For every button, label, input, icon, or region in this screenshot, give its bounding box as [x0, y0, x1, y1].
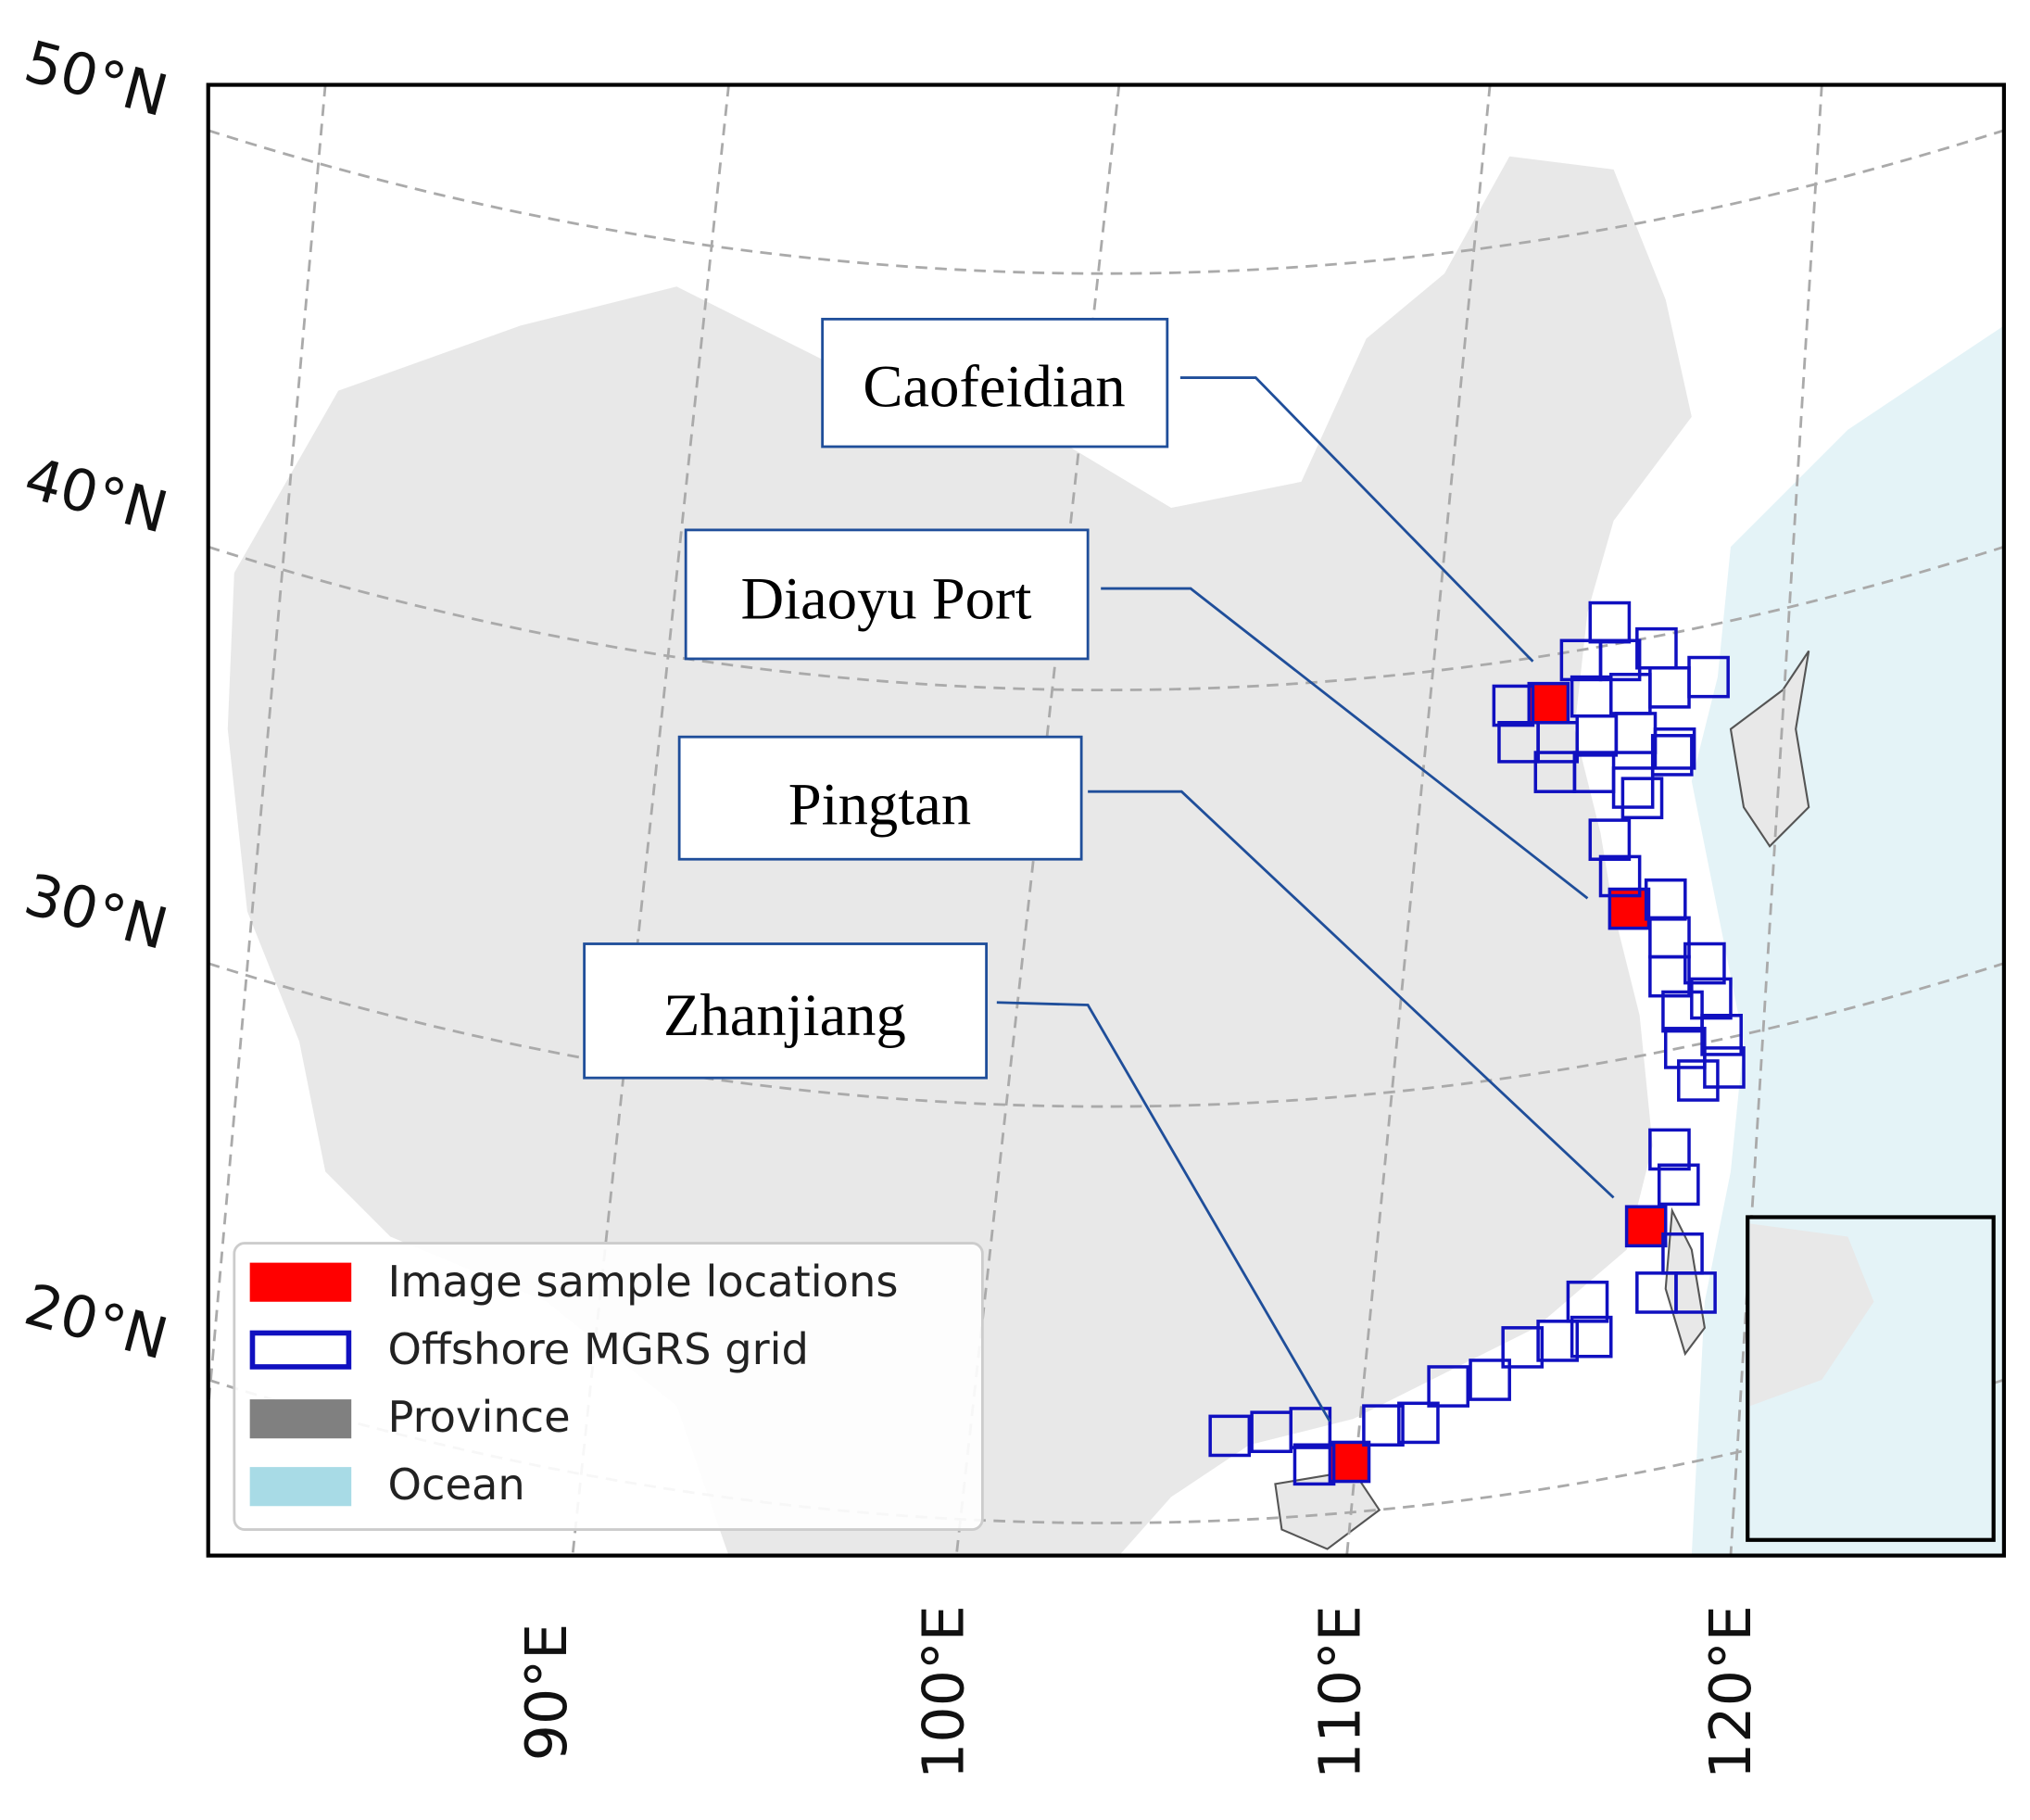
lon-label: 90°E — [513, 1624, 580, 1762]
callout-box — [684, 528, 1090, 661]
grid-cell — [1650, 734, 1694, 777]
legend — [233, 1242, 984, 1531]
grid-cell — [1469, 1359, 1511, 1401]
grid-cell — [1661, 990, 1704, 1033]
inset-land — [1750, 1223, 1874, 1407]
callout-box — [821, 317, 1169, 449]
leader-line — [1179, 376, 1534, 663]
callout-label: Caofeidian — [863, 352, 1125, 419]
grid-cell — [1683, 942, 1726, 985]
sample-location — [1527, 681, 1570, 725]
grid-cell — [1598, 638, 1642, 682]
lon-label: 100°E — [910, 1605, 977, 1779]
map-frame — [206, 82, 2007, 1558]
legend-swatch — [249, 1262, 352, 1302]
lon-label: 110°E — [1307, 1605, 1374, 1779]
sample-location — [1624, 1205, 1668, 1248]
callout-box — [677, 735, 1083, 861]
graticule — [208, 962, 2004, 1108]
grid-cell — [1501, 1326, 1545, 1369]
legend-label: Image sample locations — [388, 1257, 899, 1307]
callout-label: Pingtan — [788, 770, 971, 837]
grid-cell — [1687, 655, 1730, 699]
grid-cell — [1570, 1315, 1613, 1359]
legend-label: Offshore MGRS grid — [388, 1324, 809, 1374]
grid-cell — [1536, 1320, 1579, 1362]
sample-location — [1328, 1440, 1371, 1484]
lat-label: 40°N — [18, 445, 174, 547]
leader-lines — [996, 376, 1615, 1422]
graticule — [208, 129, 2004, 275]
legend-label: Ocean — [388, 1460, 525, 1510]
leader-line — [996, 1001, 1331, 1422]
grid-cell — [1492, 684, 1535, 727]
grid-cell — [1289, 1407, 1332, 1449]
graticule — [208, 84, 327, 1423]
grid-cell — [1598, 854, 1642, 898]
legend-label: Province — [388, 1392, 571, 1442]
callout-label: Diaoyu Port — [740, 564, 1031, 631]
grid-cell — [1292, 1443, 1336, 1486]
grid-cell — [1703, 1046, 1746, 1089]
grid-cell — [1690, 977, 1733, 1020]
grid-cell — [1700, 1014, 1743, 1056]
grid-cell — [1657, 1163, 1700, 1207]
lat-label: 20°N — [18, 1271, 174, 1373]
legend-swatch — [249, 1467, 352, 1507]
legend-swatch — [249, 1330, 352, 1370]
mgrs-grid — [1208, 600, 1746, 1486]
leader-line — [1088, 790, 1615, 1199]
grid-cell — [1648, 954, 1691, 998]
leader-line — [1101, 587, 1589, 900]
lon-label: 120°E — [1697, 1605, 1764, 1779]
graticule — [1345, 84, 1492, 1556]
legend-swatch — [249, 1399, 352, 1439]
graticule — [1729, 84, 1823, 1556]
grid-cell — [1588, 818, 1632, 861]
korea — [1729, 650, 1810, 848]
grid-cell — [1677, 1059, 1720, 1102]
grid-cell — [1620, 777, 1664, 820]
taiwan — [1664, 1207, 1706, 1357]
grid-cell — [1397, 1401, 1440, 1445]
callout-label: Zhanjiang — [663, 981, 906, 1048]
grid-cell — [1674, 1271, 1717, 1314]
graticule — [208, 545, 2004, 691]
grid-cell — [1566, 1280, 1609, 1323]
grid-cell — [1208, 1414, 1252, 1458]
grid-cell — [1653, 727, 1696, 770]
lat-label: 30°N — [18, 861, 174, 963]
callout-box — [583, 942, 989, 1080]
lat-label: 50°N — [18, 28, 174, 130]
grid-cell — [1427, 1365, 1470, 1408]
grid-cell — [1362, 1404, 1405, 1447]
grid-cell — [1648, 1128, 1691, 1171]
grid-cell — [1611, 766, 1655, 809]
